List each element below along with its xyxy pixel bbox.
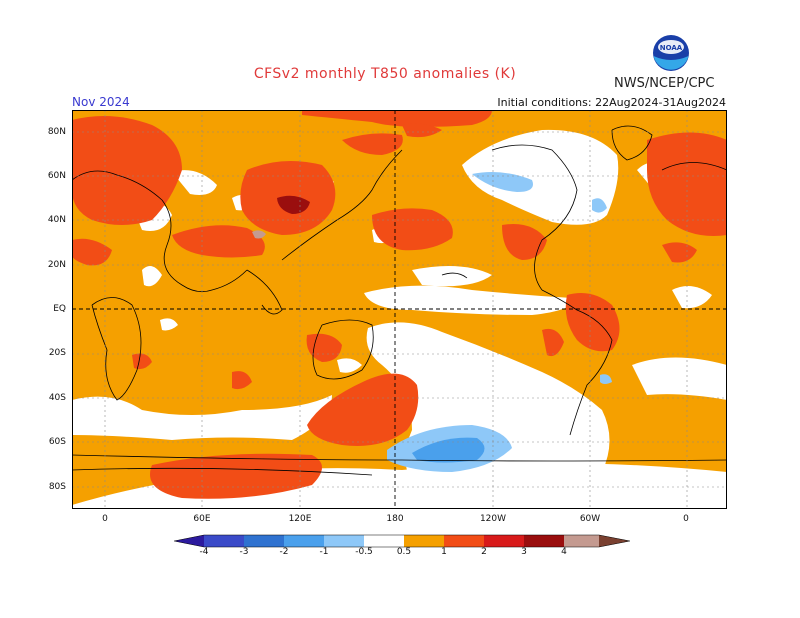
- colorbar-swatch-4-3: [204, 535, 244, 547]
- lat-label-20s: 20S: [48, 348, 66, 358]
- reference-lines: [72, 110, 727, 509]
- colorbar-label-neg4: -4: [199, 547, 209, 557]
- lon-label-0: 0: [102, 514, 108, 524]
- graticule: [72, 110, 727, 509]
- colorbar-label-05: 0.5: [396, 547, 412, 557]
- noaa-logo: NOAA: [653, 35, 689, 71]
- colorbar-swatch-05-1: [404, 535, 444, 547]
- coastlines: [72, 125, 727, 476]
- colorbar-label-1: 1: [441, 547, 447, 557]
- map-title: CFSv2 monthly T850 anomalies (K): [253, 66, 517, 82]
- warm-anomaly-2-3: [277, 195, 310, 214]
- colorbar-swatch-lt-4: [174, 535, 204, 547]
- logo-text: NOAA: [660, 44, 683, 52]
- lon-label-180: 180: [386, 514, 404, 524]
- lat-label-60s: 60S: [48, 437, 66, 447]
- initial-conditions: Initial conditions: 22Aug2024-31Aug2024: [497, 96, 726, 109]
- lon-label-0-east: 0: [683, 514, 689, 524]
- colorbar-swatch-2-1: [284, 535, 324, 547]
- lon-label-60e: 60E: [193, 514, 211, 524]
- lon-label-120e: 120E: [288, 514, 312, 524]
- anomaly-map: [72, 110, 727, 509]
- warm-anomaly-3-4: [252, 230, 266, 239]
- colorbar-swatch-3-4: [524, 535, 564, 547]
- lat-label-80n: 80N: [47, 127, 66, 137]
- colorbar-label-4: 4: [561, 547, 567, 557]
- agency-label: NWS/NCEP/CPC: [614, 76, 715, 91]
- colorbar-label-neg1: -1: [319, 547, 329, 557]
- colorbar-swatch-gt-4: [599, 535, 630, 547]
- colorbar-swatch-4-plus: [564, 535, 599, 547]
- colorbar-label-neg05: -0.5: [355, 547, 373, 557]
- colorbar-label-neg2: -2: [279, 547, 289, 557]
- lat-label-40n: 40N: [47, 215, 66, 225]
- colorbar-label-neg3: -3: [239, 547, 249, 557]
- colorbar-swatch-1-05: [324, 535, 364, 547]
- forecast-month: Nov 2024: [72, 95, 130, 109]
- colorbar-swatch-3-2: [244, 535, 284, 547]
- lon-label-60w: 60W: [579, 514, 601, 524]
- colorbar-outline: [174, 534, 630, 548]
- colorbar-label-2: 2: [481, 547, 487, 557]
- colorbar-swatch-neutral: [364, 535, 404, 547]
- lat-label-20n: 20N: [47, 260, 66, 270]
- colorbar-swatch-1-2: [444, 535, 484, 547]
- lat-label-80s: 80S: [48, 482, 66, 492]
- lat-label-60n: 60N: [47, 171, 66, 181]
- lat-label-40s: 40S: [48, 393, 66, 403]
- lat-label-eq: EQ: [53, 304, 66, 314]
- colorbar: [174, 534, 630, 548]
- warm-anomaly-1-2: [72, 110, 727, 499]
- colorbar-swatch-2-3: [484, 535, 524, 547]
- lon-label-120w: 120W: [479, 514, 507, 524]
- colorbar-label-3: 3: [521, 547, 527, 557]
- map-frame: [72, 110, 727, 509]
